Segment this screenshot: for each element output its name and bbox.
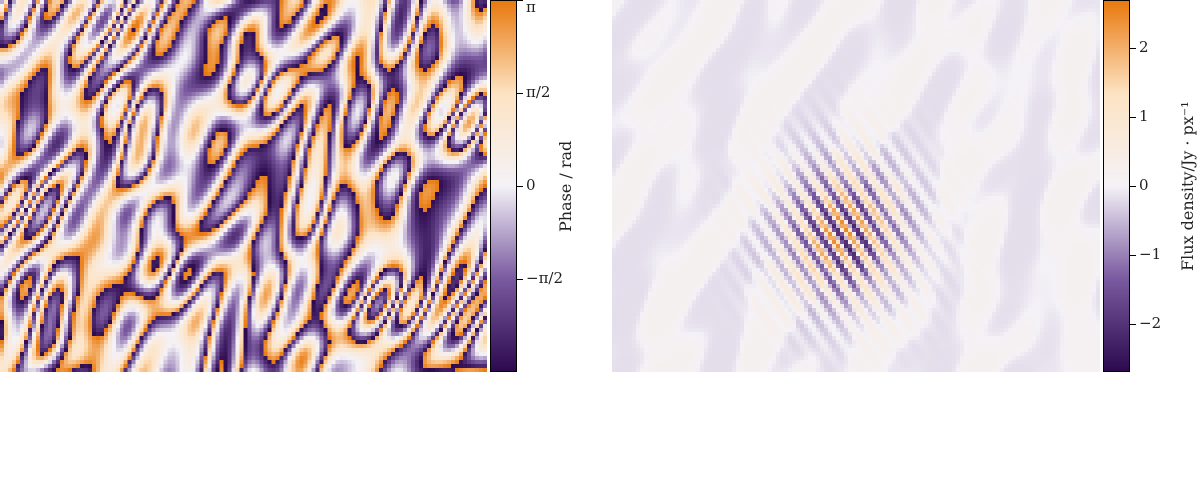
colorbar-tick-label: −1: [1139, 244, 1162, 263]
colorbar-tick: [517, 92, 523, 94]
colorbar-tick-label: 2: [1139, 38, 1149, 57]
phase-colorbar-label: Phase / rad: [556, 140, 575, 232]
colorbar-tick: [1130, 323, 1136, 325]
phase-heatmap: [0, 0, 487, 372]
colorbar-tick: [1130, 254, 1136, 256]
colorbar-tick: [517, 186, 523, 187]
flux-colorbar: [1103, 0, 1130, 372]
colorbar-tick-label: −2: [1139, 313, 1162, 332]
colorbar-tick: [517, 0, 523, 1]
colorbar-tick-label: 0: [526, 176, 536, 194]
colorbar-tick-label: 1: [1139, 107, 1149, 126]
colorbar-tick-label: π/2: [526, 82, 551, 101]
colorbar-tick-label: π: [526, 0, 536, 16]
colorbar-tick: [1130, 117, 1136, 119]
colorbar-tick: [1130, 186, 1136, 187]
phase-colorbar: [490, 0, 517, 372]
flux-heatmap: [612, 0, 1100, 372]
colorbar-tick: [517, 279, 523, 280]
colorbar-tick-label: −π/2: [526, 269, 564, 287]
flux-colorbar-label: Flux density/Jy · px⁻¹: [1178, 101, 1197, 271]
colorbar-tick-label: 0: [1139, 176, 1149, 194]
colorbar-tick: [1130, 48, 1136, 50]
